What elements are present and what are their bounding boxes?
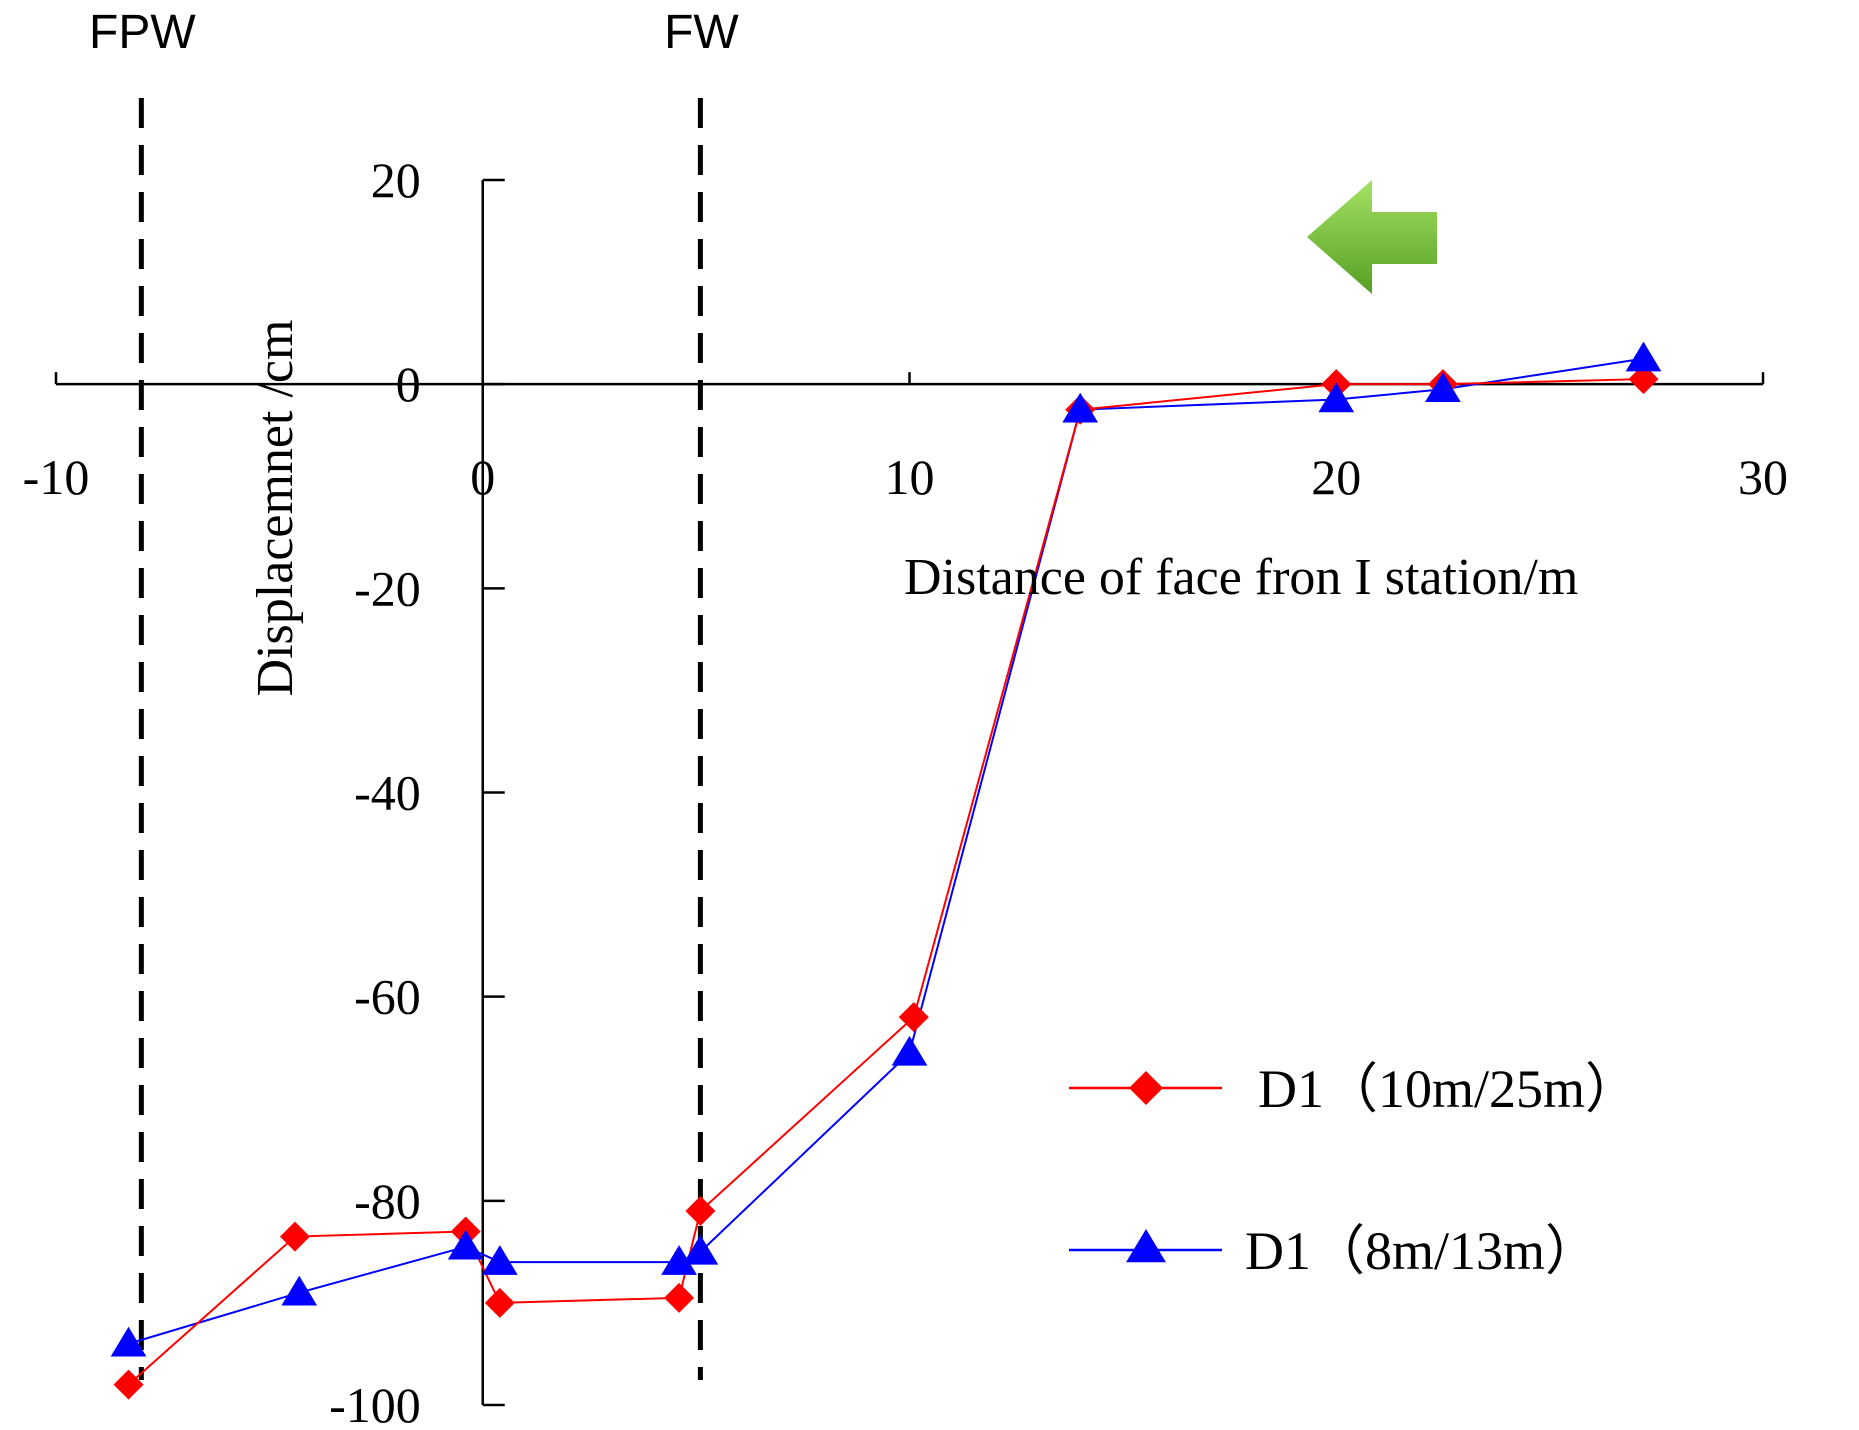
- triangle-point: [281, 1275, 318, 1306]
- y-tick-label: -20: [354, 560, 421, 616]
- triangle-point: [481, 1245, 518, 1275]
- legend-entry: D1（8m/13m）: [1069, 1221, 1599, 1281]
- y-tick-label: -60: [354, 969, 421, 1025]
- diamond-point: [685, 1196, 716, 1227]
- triangle-point: [891, 1035, 928, 1066]
- diamond-point: [664, 1282, 695, 1313]
- direction-arrow: [1307, 180, 1437, 294]
- triangle-point: [661, 1245, 697, 1275]
- vertical-marker-label: FW: [664, 6, 739, 59]
- legend-entry: D1（10m/25m）: [1069, 1059, 1639, 1119]
- legend-diamond-marker: [1129, 1071, 1163, 1105]
- y-tick-label: -80: [354, 1173, 421, 1229]
- vertical-marker-label: FPW: [89, 6, 196, 59]
- y-tick-label: 20: [371, 152, 421, 208]
- legend-triangle-marker: [1126, 1229, 1166, 1263]
- x-tick-label: 30: [1738, 449, 1788, 505]
- diamond-point: [484, 1287, 515, 1318]
- diamond-point: [113, 1369, 144, 1400]
- triangle-point: [682, 1234, 719, 1265]
- triangle-point: [1425, 372, 1461, 403]
- x-tick-label: 0: [470, 449, 495, 505]
- axis-titles: Distance of face fron I station/m Displa…: [247, 320, 1578, 697]
- x-axis-title: Distance of face fron I station/m: [904, 549, 1578, 606]
- triangle-point: [1318, 382, 1355, 413]
- triangle-point: [110, 1326, 147, 1357]
- legend-label: D1（8m/13m）: [1245, 1221, 1599, 1281]
- triangle-point: [447, 1229, 484, 1260]
- triangle-point: [1625, 341, 1662, 372]
- y-tick-label: 0: [396, 356, 421, 412]
- legend-label: D1（10m/25m）: [1258, 1059, 1639, 1119]
- series-group: [110, 341, 1662, 1400]
- diamond-point: [1628, 364, 1659, 395]
- x-tick-label: 10: [885, 449, 935, 505]
- x-tick-label: -10: [23, 449, 90, 505]
- y-axis-title: Displacemnet /cm: [247, 320, 304, 697]
- y-tick-label: -40: [354, 765, 421, 821]
- diamond-point: [898, 1002, 929, 1033]
- left-arrow-icon: [1307, 180, 1437, 294]
- y-tick-label: -100: [329, 1377, 421, 1430]
- series-markers-triangle: [110, 341, 1662, 1357]
- triangle-point: [1062, 392, 1099, 423]
- vertical-markers: FPW FW: [89, 6, 739, 1380]
- x-tick-label: 20: [1311, 449, 1361, 505]
- diamond-point: [279, 1221, 310, 1252]
- series-markers-diamond: [113, 364, 1659, 1400]
- legend: D1（10m/25m） D1（8m/13m）: [1069, 1059, 1639, 1281]
